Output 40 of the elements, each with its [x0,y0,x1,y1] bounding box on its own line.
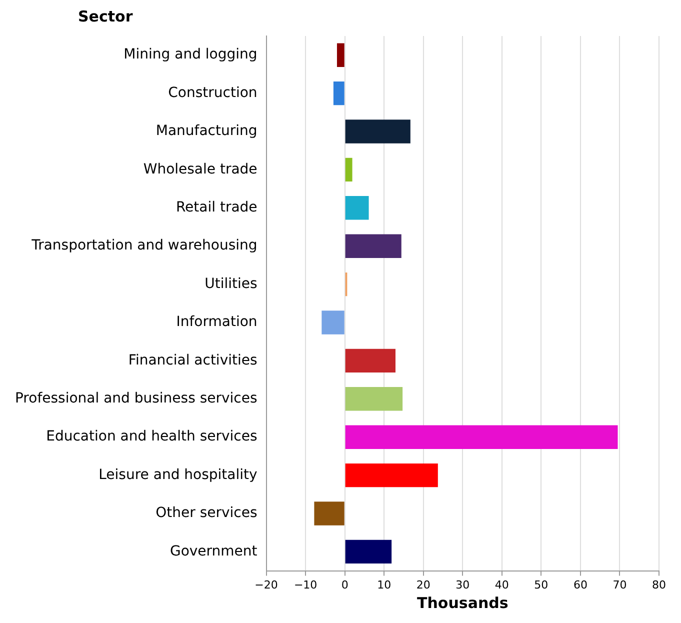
x-tick-label: 30 [456,578,470,592]
y-tick-label: Wholesale trade [143,161,258,178]
y-tick-label: Professional and business services [14,390,258,407]
y-tick-label: Other services [156,505,258,522]
bar [314,502,344,526]
bar [345,387,403,411]
x-tick-label: 80 [652,578,666,592]
y-tick-label: Utilities [204,276,258,292]
bar [345,540,392,564]
bar [345,196,369,220]
y-tick-label: Construction [168,84,258,101]
bar [345,425,618,449]
y-tick-label: Mining and logging [124,46,258,63]
x-tick-label: 20 [416,578,430,592]
bar [345,158,352,182]
bar [345,120,410,144]
y-tick-label: Information [176,314,258,330]
y-tick-label: Education and health services [46,428,258,445]
y-axis-title: Sector [78,7,134,26]
x-tick-label: 40 [494,578,509,592]
x-tick-label: 10 [377,578,392,592]
x-tick-label: 0 [341,578,348,592]
bar [345,234,402,258]
x-tick-label: −10 [294,578,318,592]
bar [345,463,438,488]
x-tick-label: 50 [534,578,548,592]
y-tick-label: Financial activities [128,352,258,368]
y-tick-label: Retail trade [176,200,258,216]
x-tick-label: 60 [573,578,588,592]
bar [345,348,396,373]
y-tick-label: Transportation and warehousing [30,238,258,254]
y-tick-label: Leisure and hospitality [98,466,258,483]
x-axis-title: Thousands [416,594,508,612]
x-tick-label: 70 [612,578,627,592]
x-tick-label: −20 [254,578,278,592]
bar [322,310,344,334]
y-tick-label: Government [170,543,258,560]
bar [336,43,344,67]
y-tick-label: Manufacturing [156,123,258,140]
bar [333,81,344,106]
